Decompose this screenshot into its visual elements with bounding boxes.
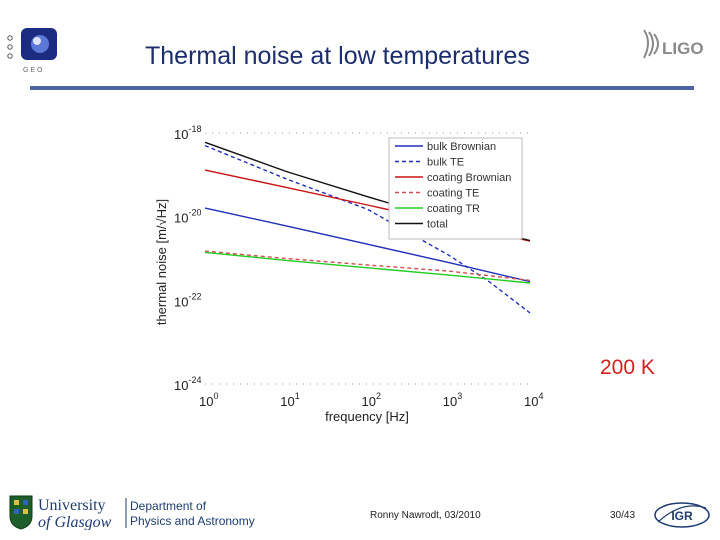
ligo-logo: LIGO [643, 29, 704, 59]
header-rule [30, 86, 694, 90]
university-name-line1: University [38, 497, 106, 514]
y-tick-label-1: 10-20 [174, 208, 201, 226]
footer-page-number: 30/43 [610, 510, 636, 521]
series-line-bulk-brownian [204, 207, 531, 283]
igr-logo: IGR [654, 502, 710, 528]
x-tick-label-3: 103 [443, 391, 462, 409]
x-tick-label-2: 102 [362, 391, 381, 409]
series-line-coating-tr [204, 251, 531, 284]
slide-title: Thermal noise at low temperatures [145, 42, 530, 70]
x-tick-label-0: 100 [199, 391, 218, 409]
chart-axes: 100 101 102 103 104 10-18 10-20 10-22 10-24 [174, 124, 543, 409]
series-line-bulk-te [204, 144, 531, 314]
igr-logo-text: IGR [671, 509, 693, 523]
x-axis-label: frequency [Hz] [325, 409, 409, 424]
geo-logo: G E O [7, 28, 57, 74]
footer-author: Ronny Nawrodt, 03/2010 [370, 510, 481, 521]
y-tick-label-3: 10-24 [174, 375, 201, 393]
chart-legend: bulk Brownian bulk TE coating Brownian coat… [388, 137, 523, 240]
legend-label-0: bulk Brownian [427, 141, 496, 153]
temperature-label: 200 K [600, 356, 655, 379]
x-tick-label-1: 101 [280, 391, 299, 409]
legend-label-4: coating TR [427, 203, 480, 215]
svg-text:G E O: G E O [23, 67, 43, 74]
series-line-coating-te [204, 250, 531, 282]
y-tick-label-2: 10-22 [174, 291, 201, 309]
legend-label-3: coating TE [427, 188, 479, 200]
legend-label-2: coating Brownian [427, 172, 511, 184]
department-line1: Department of [130, 499, 207, 513]
legend-label-1: bulk TE [427, 157, 464, 169]
legend-box [388, 137, 523, 240]
university-name-line2: of Glasgow [38, 514, 112, 530]
department-line2: Physics and Astronomy [130, 514, 255, 528]
university-logo: University of Glasgow Department of Phys… [9, 495, 255, 530]
legend-label-5: total [427, 219, 448, 231]
y-tick-label-0: 10-18 [174, 124, 201, 142]
x-tick-label-4: 104 [524, 391, 543, 409]
ligo-logo-text: LIGO [662, 39, 704, 58]
y-axis-label: thermal noise [m/√Hz] [154, 199, 169, 325]
